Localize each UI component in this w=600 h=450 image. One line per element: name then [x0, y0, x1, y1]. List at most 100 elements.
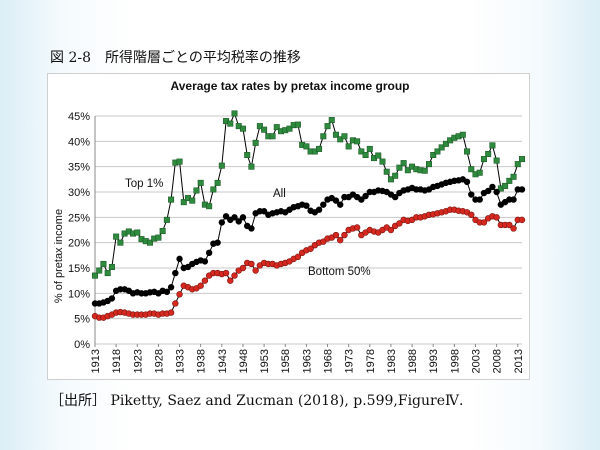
data-point-top-1-percent: [100, 260, 107, 267]
data-point-top-1-percent: [303, 143, 310, 150]
chart-title: Average tax rates by pretax income group: [171, 79, 410, 93]
data-point-top-1-percent: [155, 234, 162, 241]
data-point-top-1-percent: [358, 148, 365, 155]
data-point-all: [362, 192, 369, 200]
data-point-top-1-percent: [480, 156, 487, 163]
data-point-top-1-percent: [248, 163, 255, 170]
axes: 0% 5% 10% 15% 20% 25% 30% 35% 40% 45% 1913 1918 1923…: [68, 111, 525, 373]
data-point-top-1-percent: [392, 172, 399, 179]
x-tick-label: 1963: [301, 349, 313, 373]
data-point-top-1-percent: [239, 125, 246, 132]
data-point-top-1-percent: [180, 199, 187, 206]
x-tick-label: 1923: [132, 349, 144, 373]
data-point-top-1-percent: [404, 167, 411, 174]
data-point-top-1-percent: [387, 176, 394, 183]
data-point-top-1-percent: [328, 117, 335, 124]
data-point-top-1-percent: [337, 136, 344, 143]
x-tick-label: 2003: [470, 349, 482, 373]
data-point-top-1-percent: [104, 270, 111, 277]
data-point-top-1-percent: [210, 186, 217, 193]
x-tick-label: 2013: [513, 349, 525, 373]
data-point-all: [463, 178, 471, 186]
data-point-bottom-50-percent: [396, 220, 403, 227]
data-point-all: [320, 201, 327, 208]
data-point-bottom-50-percent: [480, 219, 488, 226]
data-point-top-1-percent: [231, 110, 238, 117]
source-note: ［出所］ Piketty, Saez and Zucman (2018), p.…: [50, 393, 464, 409]
data-point-all: [468, 191, 475, 198]
data-point-top-1-percent: [244, 152, 251, 159]
series-line-bottom-50-percent: [94, 209, 522, 319]
data-point-bottom-50-percent: [341, 231, 348, 239]
data-point-all: [260, 208, 268, 215]
data-point-top-1-percent: [269, 133, 276, 140]
data-point-bottom-50-percent: [231, 272, 238, 279]
series-line-all: [95, 178, 522, 304]
x-tick-label: 1948: [238, 349, 250, 373]
data-point-top-1-percent: [430, 152, 437, 159]
data-point-top-1-percent: [362, 152, 369, 159]
y-tick-label: 0%: [74, 339, 90, 351]
data-point-top-1-percent: [193, 187, 200, 194]
data-point-bottom-50-percent: [353, 224, 361, 231]
annotation-all: All: [273, 188, 286, 200]
data-point-top-1-percent: [375, 152, 382, 159]
data-point-all: [214, 239, 221, 246]
data-point-top-1-percent: [502, 182, 509, 189]
annotation-top-1-percent: Top 1%: [125, 178, 163, 190]
data-point-bottom-50-percent: [176, 291, 183, 298]
data-point-top-1-percent: [108, 263, 115, 270]
data-point-top-1-percent: [261, 126, 268, 133]
y-tick-label: 15%: [68, 263, 90, 275]
data-point-top-1-percent: [206, 203, 213, 210]
x-tick-label: 1998: [449, 349, 461, 373]
data-point-top-1-percent: [341, 133, 348, 140]
x-tick-label: 1943: [217, 349, 229, 373]
y-tick-label: 25%: [68, 212, 90, 224]
data-point-top-1-percent: [163, 216, 170, 223]
data-point-top-1-percent: [421, 167, 428, 174]
data-point-top-1-percent: [320, 133, 327, 140]
data-point-all: [510, 196, 517, 203]
annotation-bottom-50-percent: Bottom 50%: [308, 266, 371, 278]
data-point-top-1-percent: [514, 161, 521, 168]
data-point-top-1-percent: [168, 196, 175, 203]
data-point-bottom-50-percent: [222, 269, 230, 277]
tax-rate-line-chart: Average tax rates by pretax income group…: [53, 79, 526, 373]
data-point-all: [222, 213, 230, 220]
data-point-bottom-50-percent: [510, 225, 517, 232]
data-point-bottom-50-percent: [227, 277, 234, 284]
y-axis-label: % of pretax income: [53, 209, 65, 303]
data-point-top-1-percent: [316, 145, 323, 152]
data-point-all: [391, 193, 399, 201]
data-point-bottom-50-percent: [172, 300, 179, 307]
data-point-top-1-percent: [383, 168, 390, 175]
x-tick-label: 1958: [280, 349, 292, 373]
data-point-all: [489, 183, 496, 191]
data-point-bottom-50-percent: [294, 253, 302, 261]
data-point-all: [239, 214, 247, 221]
x-tick-label: 1953: [259, 349, 271, 373]
data-point-bottom-50-percent: [197, 282, 204, 289]
data-point-top-1-percent: [510, 173, 517, 180]
data-point-top-1-percent: [113, 233, 120, 240]
data-point-top-1-percent: [396, 164, 403, 171]
x-tick-label: 1938: [196, 349, 208, 373]
data-point-bottom-50-percent: [518, 216, 526, 224]
x-tick-label: 1913: [90, 349, 102, 373]
x-tick-label: 1933: [175, 349, 187, 373]
figure-caption: 図 2-8 所得階層ごとの平均税率の推移: [50, 50, 301, 66]
x-tick-label: 1928: [153, 349, 165, 373]
data-point-top-1-percent: [366, 145, 373, 152]
data-point-all: [315, 206, 323, 213]
data-point-all: [108, 295, 116, 302]
data-point-top-1-percent: [286, 125, 293, 132]
data-point-all: [303, 202, 310, 209]
data-point-top-1-percent: [273, 124, 280, 131]
data-point-top-1-percent: [489, 142, 496, 149]
x-tick-label: 1983: [386, 349, 398, 373]
data-point-all: [518, 186, 526, 193]
data-point-top-1-percent: [159, 228, 166, 235]
x-tick-label: 1988: [407, 349, 419, 373]
data-point-top-1-percent: [425, 161, 432, 168]
